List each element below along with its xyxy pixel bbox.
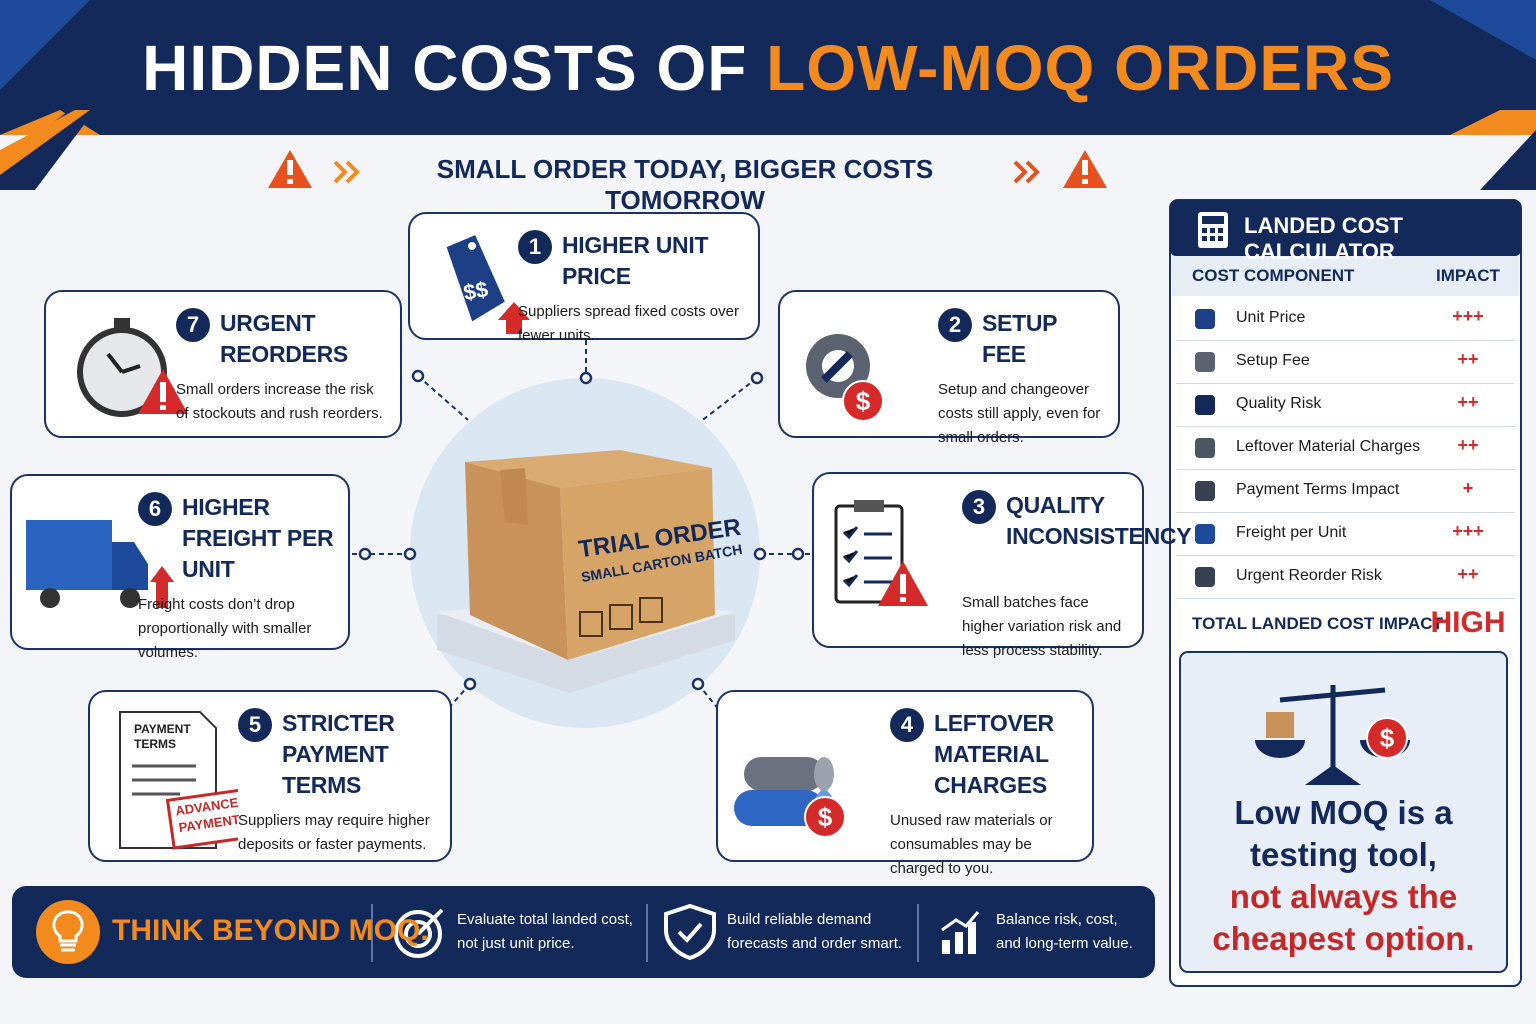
impact-rating: +++ — [1452, 521, 1484, 541]
card-text: Unused raw materials or consumables may … — [890, 812, 1053, 877]
card-title: LEFTOVER MATERIAL CHARGES — [934, 710, 1054, 798]
card-number: 6 — [138, 492, 172, 526]
row-icon — [1190, 477, 1220, 505]
calculator-title: LANDED COST CALCULATOR — [1244, 213, 1403, 264]
row-icon — [1190, 563, 1220, 591]
card-text: Small batches face higher variation risk… — [962, 594, 1122, 659]
card-number: 2 — [938, 308, 972, 342]
card-title: QUALITY INCONSISTENCY — [1006, 492, 1192, 549]
calculator-row: Setup Fee ++ — [1176, 340, 1514, 384]
currency-badge: $ — [804, 796, 846, 838]
card-text: Suppliers spread fixed costs over fewer … — [518, 303, 739, 344]
cost-card: 6 HIGHER FREIGHT PER UNIT Freight costs do… — [10, 474, 350, 661]
footer-headline: THINK BEYOND MOQ. — [112, 914, 429, 947]
column-header: COST COMPONENT — [1192, 266, 1355, 285]
cost-card: 3 QUALITY INCONSISTENCY Small batches face… — [812, 472, 1192, 659]
impact-rating: +++ — [1452, 306, 1484, 326]
svg-text:$$: $$ — [462, 276, 490, 305]
card-text: Setup and changeover costs still apply, … — [938, 381, 1101, 446]
row-icon — [1190, 520, 1220, 548]
component-name: Quality Risk — [1236, 395, 1322, 412]
subtitle: SMALL ORDER TODAY, BIGGER COSTS TOMORROW — [436, 154, 934, 215]
card-number: 5 — [238, 708, 272, 742]
impact-rating: ++ — [1457, 392, 1479, 412]
component-name: Payment Terms Impact — [1236, 481, 1400, 498]
card-text: Small orders increase the risk of stocko… — [176, 381, 383, 422]
card-icon — [62, 306, 192, 426]
component-name: Leftover Material Charges — [1236, 438, 1421, 455]
card-icon — [734, 742, 844, 852]
component-name: Freight per Unit — [1236, 524, 1347, 541]
footer-tip: Balance risk, cost, and long-term value. — [996, 911, 1133, 952]
card-title: HIGHER UNIT PRICE — [562, 232, 709, 289]
calculator-row: Payment Terms Impact + — [1176, 469, 1514, 513]
card-icon — [828, 496, 938, 616]
card-number: 3 — [962, 490, 996, 524]
card-number: 7 — [176, 308, 210, 342]
component-name: Urgent Reorder Risk — [1236, 567, 1382, 584]
calculator-row: Urgent Reorder Risk ++ — [1176, 555, 1514, 599]
impact-rating: ++ — [1457, 349, 1479, 369]
title-highlight: LOW-MOQ ORDERS — [766, 32, 1394, 104]
currency-badge: $ — [842, 380, 884, 422]
total-label: TOTAL LANDED COST IMPACT — [1192, 614, 1443, 633]
callout-line: Low MOQ is a testing tool, — [1234, 794, 1453, 873]
calculator-row: Leftover Material Charges ++ — [1176, 426, 1514, 470]
footer-tip: Build reliable demand forecasts and orde… — [727, 911, 903, 952]
cost-card: 2 SETUP FEE Setup and changeover costs sti… — [778, 290, 1120, 446]
impact-rating: ++ — [1457, 435, 1479, 455]
card-text: Freight costs don’t drop proportionally … — [138, 596, 312, 661]
cost-card: 5 STRICTER PAYMENT TERMS Suppliers may req… — [88, 690, 452, 862]
impact-rating: + — [1462, 478, 1474, 498]
cost-card: 4 LEFTOVER MATERIAL CHARGES Unused raw mat… — [716, 690, 1094, 877]
calculator-row: Freight per Unit +++ — [1176, 512, 1514, 556]
row-icon — [1190, 434, 1220, 462]
row-icon — [1190, 305, 1220, 333]
title-part: HIDDEN COSTS OF — [142, 32, 748, 104]
card-title: STRICTER PAYMENT TERMS — [282, 710, 395, 798]
footer-tip: Evaluate total landed cost, not just uni… — [457, 911, 633, 952]
card-icon — [22, 516, 182, 616]
card-number: 1 — [518, 230, 552, 264]
row-icon — [1190, 391, 1220, 419]
calculator-row: Unit Price +++ — [1176, 297, 1514, 341]
component-name: Unit Price — [1236, 309, 1306, 326]
callout-line: not always the cheapest option. — [1212, 878, 1475, 957]
card-icon — [110, 706, 252, 856]
cost-card: 7 URGENT REORDERS Small orders increase th… — [44, 290, 402, 438]
card-icon: $$ — [432, 224, 542, 336]
column-header: IMPACT — [1436, 266, 1500, 285]
card-number: 4 — [890, 708, 924, 742]
component-name: Setup Fee — [1236, 352, 1310, 369]
total-value: HIGH — [1430, 606, 1506, 639]
row-icon — [1190, 348, 1220, 376]
impact-rating: ++ — [1457, 564, 1479, 584]
currency-badge: $ — [1366, 717, 1408, 759]
document-title: PAYMENT TERMS — [134, 722, 191, 751]
cost-card: $$ 1 HIGHER UNIT PRICE Suppliers spread fix… — [408, 212, 760, 344]
card-title: SETUP FEE — [982, 310, 1057, 367]
title: HIDDEN COSTS OF LOW-MOQ ORDERS — [0, 18, 1536, 118]
card-text: Suppliers may require higher deposits or… — [238, 812, 430, 853]
card-title: URGENT REORDERS — [220, 310, 348, 367]
card-title: HIGHER FREIGHT PER UNIT — [182, 494, 334, 582]
calculator-row: Quality Risk ++ — [1176, 383, 1514, 427]
